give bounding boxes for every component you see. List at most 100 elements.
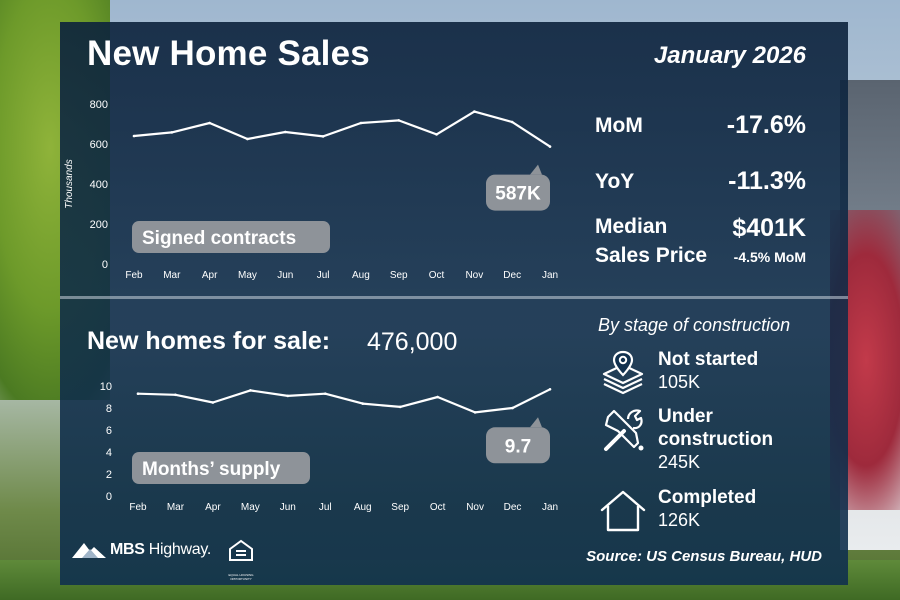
series-segment <box>170 121 211 134</box>
callout-pointer <box>530 417 542 428</box>
series-segment <box>435 110 476 136</box>
section-divider <box>60 296 848 299</box>
callout-box <box>486 174 550 211</box>
series-segment <box>399 395 439 409</box>
location-layers-icon <box>602 350 644 395</box>
data-point <box>211 401 215 404</box>
series-segment <box>473 406 514 414</box>
x-tick-label: Sep <box>390 270 408 281</box>
data-point <box>473 110 476 113</box>
series-segment <box>211 389 252 404</box>
data-point <box>283 130 287 134</box>
series-segment <box>136 392 177 396</box>
data-point <box>132 134 136 138</box>
x-tick-label: May <box>241 502 260 513</box>
series-segment <box>208 121 249 141</box>
series-segment <box>321 121 363 138</box>
yoy-value: -11.3% <box>728 167 806 195</box>
series-segment <box>249 389 289 397</box>
report-date: January 2026 <box>653 42 806 69</box>
x-tick-label: Jul <box>319 502 332 513</box>
callout-value: 9.7 <box>505 436 531 457</box>
x-tick-label: Aug <box>354 502 372 513</box>
y-tick-label: 400 <box>90 179 108 191</box>
y-axis-label: Thousands <box>64 159 75 208</box>
series-label: Months’ supply <box>142 459 281 480</box>
series-segment <box>397 119 438 136</box>
series-segment <box>324 392 364 405</box>
stage-value: 105K <box>658 372 701 392</box>
series-label-box <box>132 221 330 253</box>
logo-text-bold: MBS <box>110 541 145 558</box>
y-tick-label: 200 <box>90 219 108 231</box>
y-tick-label: 0 <box>102 259 108 271</box>
stage-not-started: Not started 105K <box>598 348 758 398</box>
series-segment <box>359 119 400 125</box>
x-tick-label: Jan <box>542 270 558 281</box>
x-tick-label: Jul <box>317 270 330 281</box>
signed-contracts-chart: 0 200 400 600 800 Thousands Feb Mar Apr May Jun Jul… <box>64 99 558 281</box>
x-tick-label: Sep <box>391 502 409 513</box>
stage-completed: Completed 126K <box>598 486 756 536</box>
data-point <box>473 411 477 414</box>
series-segment <box>473 110 514 124</box>
x-tick-label: Dec <box>503 270 521 281</box>
series-segment <box>174 393 215 404</box>
median-label-line1: Median <box>595 215 668 238</box>
series-segment <box>284 130 325 138</box>
series-segment <box>361 402 402 409</box>
median-price-change: -4.5% MoM <box>733 249 806 265</box>
data-point <box>286 394 290 398</box>
homes-for-sale-label: New homes for sale: <box>87 327 331 355</box>
stage-label-line2: construction <box>658 429 774 450</box>
series-segment <box>286 392 327 397</box>
data-point <box>208 121 211 125</box>
eho-text: EQUAL HOUSING OPPORTUNITY <box>228 573 254 581</box>
data-point <box>510 120 514 124</box>
data-point <box>246 137 249 141</box>
x-tick-label: Apr <box>205 502 221 513</box>
x-tick-label: Jan <box>542 502 558 513</box>
data-point <box>359 121 363 125</box>
x-tick-label: Nov <box>466 502 484 513</box>
x-tick-label: Oct <box>430 502 446 513</box>
mountain-logo-icon <box>72 543 106 558</box>
data-point <box>548 388 552 391</box>
equal-housing-icon <box>229 539 253 561</box>
callout-pointer <box>530 164 542 175</box>
x-tick-label: Nov <box>465 270 483 281</box>
x-tick-label: Mar <box>163 270 181 281</box>
series-segment <box>132 131 173 138</box>
x-tick-label: Jun <box>280 502 296 513</box>
tools-icon <box>604 409 644 451</box>
stage-heading: By stage of construction <box>598 315 791 335</box>
series-segment <box>436 395 477 414</box>
median-label-line2: Sales Price <box>595 244 708 267</box>
mom-label: MoM <box>595 114 643 137</box>
data-point <box>249 389 252 392</box>
data-point <box>398 405 402 409</box>
stage-label: Completed <box>658 487 757 508</box>
x-tick-label: Feb <box>125 270 143 281</box>
y-tick-label: 800 <box>90 99 108 111</box>
x-tick-label: Dec <box>504 502 522 513</box>
series-label: Signed contracts <box>142 228 296 249</box>
homes-for-sale-value: 476,000 <box>367 328 458 356</box>
logo-text-rest: Highway. <box>144 541 212 558</box>
house-icon <box>600 490 646 532</box>
yoy-label: YoY <box>595 170 635 193</box>
y-tick-label: 10 <box>100 381 112 393</box>
page-title: New Home Sales <box>87 34 370 73</box>
stage-value: 245K <box>658 452 701 472</box>
x-tick-label: Mar <box>167 502 185 513</box>
stage-label-line1: Under <box>658 406 713 427</box>
data-point <box>321 135 325 138</box>
data-point <box>323 392 327 395</box>
months-supply-chart: 0 2 4 6 8 10 Feb Mar Apr May Jun Jul Aug Sep Oct Nov Dec… <box>100 381 558 513</box>
y-tick-label: 2 <box>106 469 112 481</box>
series-segment <box>511 388 552 410</box>
infographic-panel: New Home Sales January 2026 0 200 400 600 80… <box>60 22 848 585</box>
data-point <box>170 131 174 134</box>
series-segment <box>511 120 552 148</box>
callout-value: 587K <box>495 184 541 205</box>
